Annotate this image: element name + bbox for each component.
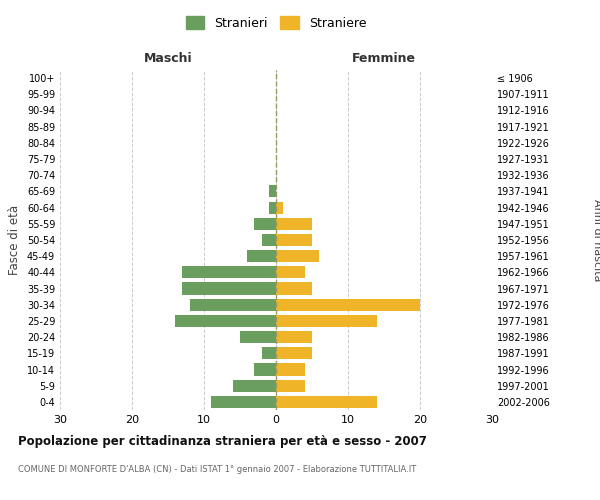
- Bar: [276, 202, 283, 213]
- Bar: [182, 282, 276, 294]
- Text: Popolazione per cittadinanza straniera per età e sesso - 2007: Popolazione per cittadinanza straniera p…: [18, 435, 427, 448]
- Text: Femmine: Femmine: [352, 52, 416, 65]
- Text: COMUNE DI MONFORTE D'ALBA (CN) - Dati ISTAT 1° gennaio 2007 - Elaborazione TUTTI: COMUNE DI MONFORTE D'ALBA (CN) - Dati IS…: [18, 465, 416, 474]
- Bar: [276, 364, 305, 376]
- Bar: [276, 250, 319, 262]
- Bar: [276, 298, 420, 311]
- Bar: [276, 380, 305, 392]
- Bar: [269, 186, 276, 198]
- Text: Maschi: Maschi: [143, 52, 193, 65]
- Bar: [190, 298, 276, 311]
- Legend: Stranieri, Straniere: Stranieri, Straniere: [181, 11, 371, 35]
- Bar: [247, 250, 276, 262]
- Y-axis label: Fasce di età: Fasce di età: [8, 205, 21, 275]
- Bar: [262, 234, 276, 246]
- Bar: [269, 202, 276, 213]
- Bar: [276, 331, 312, 343]
- Bar: [182, 266, 276, 278]
- Bar: [276, 348, 312, 360]
- Bar: [233, 380, 276, 392]
- Bar: [276, 396, 377, 408]
- Bar: [276, 234, 312, 246]
- Bar: [276, 315, 377, 327]
- Bar: [254, 364, 276, 376]
- Bar: [240, 331, 276, 343]
- Bar: [276, 282, 312, 294]
- Bar: [276, 266, 305, 278]
- Text: Anni di nascita: Anni di nascita: [592, 198, 600, 281]
- Bar: [262, 348, 276, 360]
- Bar: [175, 315, 276, 327]
- Bar: [254, 218, 276, 230]
- Bar: [211, 396, 276, 408]
- Bar: [276, 218, 312, 230]
